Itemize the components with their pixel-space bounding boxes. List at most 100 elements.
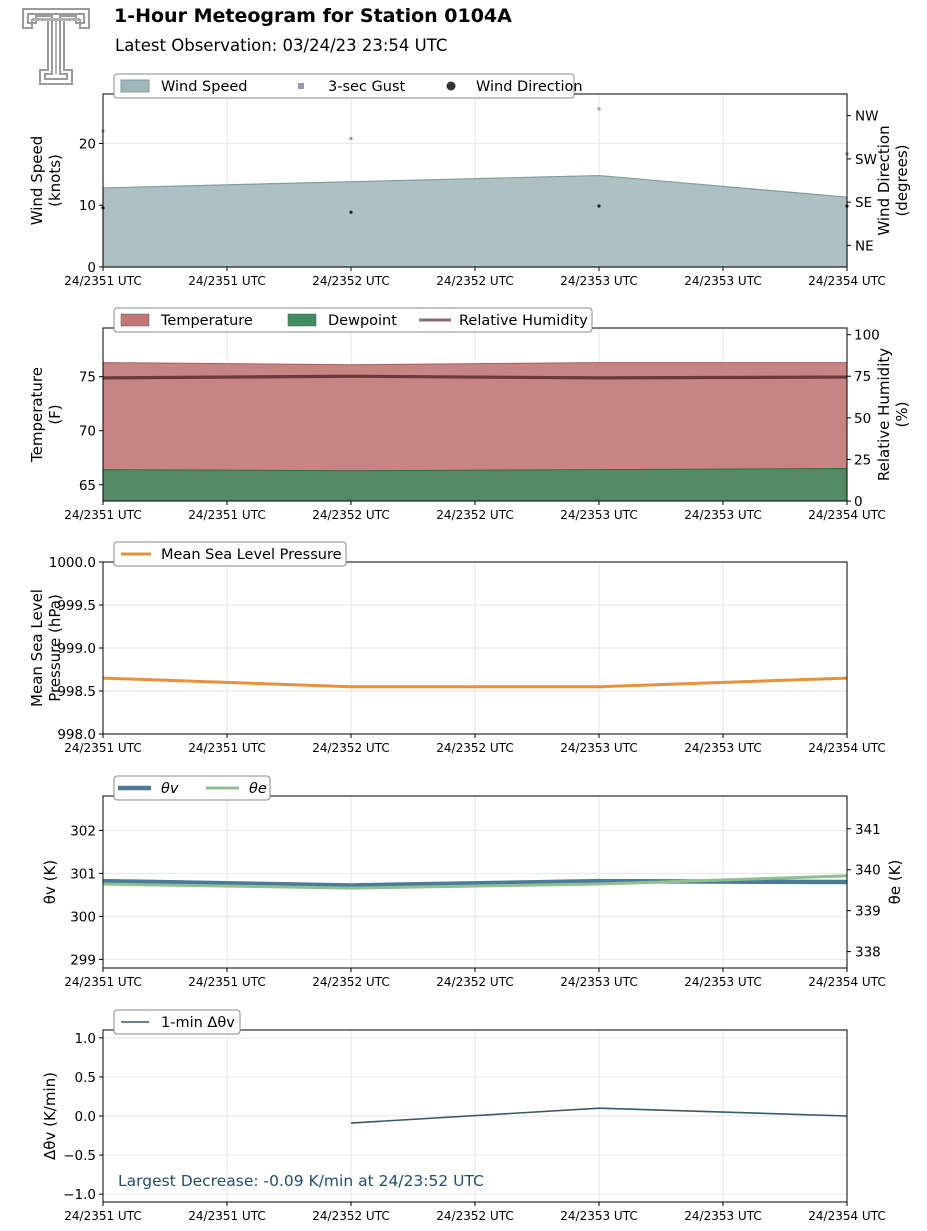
- y-right-tick-label: 75: [854, 369, 871, 385]
- y-right-tick-label: 341: [855, 822, 881, 838]
- texas-tech-logo: [20, 6, 92, 88]
- y-tick-label: 998.5: [57, 684, 96, 700]
- y-tick-label: 300: [70, 909, 96, 925]
- y-right-tick-label: 100: [854, 328, 880, 344]
- x-tick-label: 24/2353 UTC: [560, 975, 637, 989]
- y-right-tick-label: SE: [855, 195, 872, 211]
- y-tick-label: −0.5: [63, 1148, 96, 1164]
- legend: Temperature Dewpoint Relative Humidity: [113, 307, 593, 333]
- double-t-logo-icon: [22, 8, 90, 85]
- legend-box: [113, 541, 347, 567]
- x-tick-label: 24/2354 UTC: [808, 1209, 885, 1223]
- y-axis-label: Δθv (K/min): [41, 1072, 59, 1160]
- y-tick-label: 302: [70, 823, 96, 839]
- page-title: 1-Hour Meteogram for Station 0104A: [114, 5, 512, 27]
- legend-swatch: [287, 313, 317, 327]
- chart-panel-dtheta: 24/2351 UTC 24/2351 UTC 24/2352 UTC 24/2352…: [41, 1009, 886, 1223]
- x-tick-label: 24/2352 UTC: [436, 1209, 513, 1223]
- x-tick-label: 24/2351 UTC: [64, 508, 141, 522]
- y-tick-label: 20: [79, 136, 96, 152]
- legend-label: Relative Humidity: [459, 313, 588, 329]
- legend: Mean Sea Level Pressure: [113, 541, 347, 567]
- plot-frame: [102, 561, 848, 735]
- y-right-tick-label: 25: [854, 452, 871, 468]
- y-tick-label: 999.5: [57, 598, 96, 614]
- y-tick-label: 998.0: [57, 727, 96, 743]
- legend: Wind Speed 3-sec Gust Wind Direction: [113, 73, 583, 99]
- y-tick-label: 65: [79, 478, 96, 494]
- pressure-line: [102, 676, 848, 689]
- legend-label: 1-min Δθv: [161, 1015, 235, 1031]
- largest-decrease-annotation: Largest Decrease: -0.09 K/min at 24/23:5…: [118, 1172, 484, 1190]
- legend-swatch: [120, 313, 150, 327]
- x-tick-label: 24/2354 UTC: [808, 741, 885, 755]
- dewpoint-area: [102, 468, 848, 502]
- legend-box: [113, 775, 271, 801]
- legend-label: θe: [249, 781, 267, 797]
- x-tick-label: 24/2354 UTC: [808, 274, 885, 288]
- gust-point: [349, 136, 353, 140]
- y-tick-label: 70: [79, 424, 96, 440]
- y-tick-label: 299: [70, 952, 96, 968]
- y-right-tick-label: NE: [855, 238, 874, 254]
- legend-label: Temperature: [160, 313, 253, 329]
- x-tick-label: 24/2354 UTC: [808, 975, 885, 989]
- y-right-tick-label: 50: [854, 411, 871, 427]
- legend-box: [113, 73, 575, 99]
- x-tick-label: 24/2351 UTC: [64, 1209, 141, 1223]
- y-tick-label: 1.0: [75, 1031, 96, 1047]
- y-tick-label: 10: [79, 198, 96, 214]
- x-tick-label: 24/2353 UTC: [560, 508, 637, 522]
- chart-panel-wind: 24/2351 UTC 24/2351 UTC 24/2352 UTC 24/2352…: [28, 73, 911, 288]
- y-right-tick-label: 0: [854, 494, 863, 510]
- delta-theta-line: [350, 1107, 848, 1124]
- x-tick-label: 24/2352 UTC: [436, 975, 513, 989]
- legend-label: Wind Direction: [476, 79, 583, 95]
- x-tick-label: 24/2352 UTC: [312, 741, 389, 755]
- y-tick-label: 1000.0: [49, 555, 96, 571]
- y-right-axis-label: Relative Humidity(%): [875, 348, 911, 481]
- x-tick-label: 24/2352 UTC: [436, 741, 513, 755]
- chart-panel-pressure: 24/2351 UTC 24/2351 UTC 24/2352 UTC 24/2352…: [28, 541, 886, 755]
- legend-box: [113, 307, 593, 333]
- y-tick-label: 301: [70, 866, 96, 882]
- chart-panel-theta: 24/2351 UTC 24/2351 UTC 24/2352 UTC 24/2352…: [41, 775, 904, 989]
- plot-frame: [102, 795, 848, 969]
- x-tick-label: 24/2351 UTC: [188, 508, 265, 522]
- x-tick-label: 24/2352 UTC: [312, 274, 389, 288]
- x-tick-label: 24/2353 UTC: [560, 741, 637, 755]
- theta-v-line: [102, 878, 848, 888]
- x-tick-label: 24/2352 UTC: [436, 508, 513, 522]
- x-tick-label: 24/2353 UTC: [684, 508, 761, 522]
- x-tick-label: 24/2353 UTC: [684, 274, 761, 288]
- latest-observation-subtitle: Latest Observation: 03/24/23 23:54 UTC: [115, 36, 448, 55]
- x-tick-label: 24/2352 UTC: [312, 508, 389, 522]
- x-tick-label: 24/2351 UTC: [188, 975, 265, 989]
- legend-label: Dewpoint: [328, 313, 397, 329]
- y-right-tick-label: NW: [855, 109, 878, 125]
- chart-panel-thermo: 24/2351 UTC 24/2351 UTC 24/2352 UTC 24/2352…: [28, 307, 911, 522]
- y-axis-label: Temperature(F): [28, 367, 64, 463]
- plot-frame: [102, 1029, 848, 1203]
- x-tick-label: 24/2352 UTC: [312, 1209, 389, 1223]
- legend-label: θv: [161, 781, 179, 797]
- x-tick-label: 24/2351 UTC: [188, 274, 265, 288]
- legend-box: [113, 1009, 241, 1035]
- x-tick-label: 24/2353 UTC: [684, 1209, 761, 1223]
- legend: 1-min Δθv: [113, 1009, 241, 1035]
- wind-direction-point: [597, 204, 601, 208]
- y-right-axis-label: θe (K): [886, 860, 904, 905]
- x-tick-label: 24/2354 UTC: [808, 508, 885, 522]
- x-tick-label: 24/2353 UTC: [560, 274, 637, 288]
- y-tick-label: 75: [79, 370, 96, 386]
- y-right-axis-label: Wind Direction(degrees): [875, 125, 911, 235]
- legend-swatch: [298, 83, 304, 89]
- relative-humidity-line: [102, 374, 848, 380]
- gust-point: [597, 107, 601, 111]
- y-axis-label: Wind Speed(knots): [28, 136, 64, 226]
- x-tick-label: 24/2352 UTC: [436, 274, 513, 288]
- x-tick-label: 24/2353 UTC: [684, 975, 761, 989]
- legend-swatch: [446, 81, 456, 91]
- legend-label: Wind Speed: [161, 79, 248, 95]
